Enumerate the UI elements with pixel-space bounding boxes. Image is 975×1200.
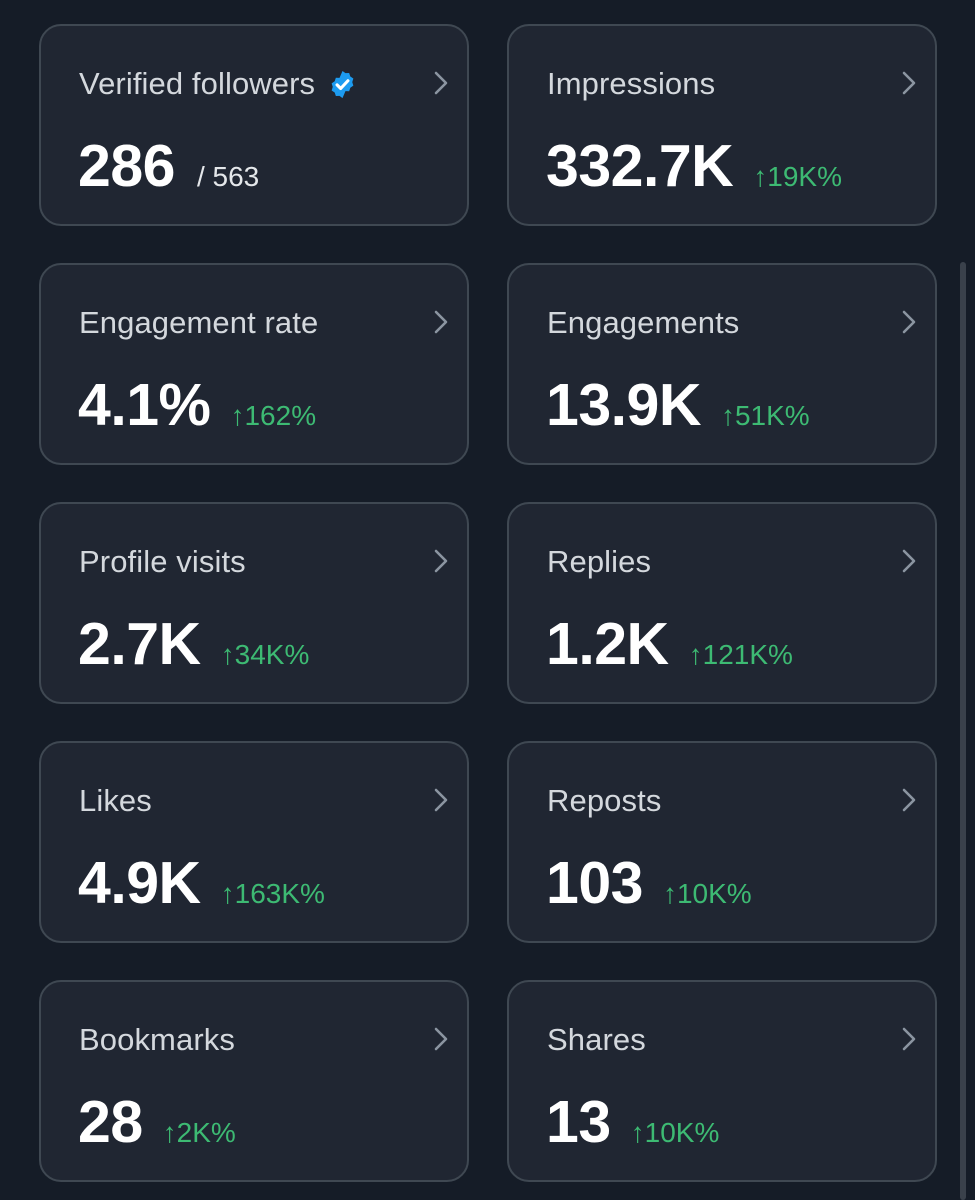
metric-title: Engagement rate	[79, 305, 319, 340]
metric-title-row: Verified followers	[79, 66, 358, 102]
metric-title: Engagements	[547, 305, 740, 340]
metric-value: 13	[546, 1089, 611, 1155]
metric-title: Reposts	[547, 783, 662, 818]
metric-card-likes[interactable]: Likes 4.9K ↑163K%	[39, 741, 469, 943]
metric-change: ↑10K%	[630, 1117, 720, 1148]
metric-value: 332.7K	[546, 133, 734, 199]
metric-value: 13.9K	[546, 372, 701, 438]
metric-card-shares[interactable]: Shares 13 ↑10K%	[507, 980, 937, 1182]
chevron-right-icon	[434, 788, 448, 812]
metric-card-profile-visits[interactable]: Profile visits 2.7K ↑34K%	[39, 502, 469, 704]
metric-value-row: 28 ↑2K%	[78, 1088, 236, 1156]
chevron-right-icon	[434, 310, 448, 334]
metric-card-replies[interactable]: Replies 1.2K ↑121K%	[507, 502, 937, 704]
metric-change: ↑34K%	[220, 639, 310, 670]
chevron-right-icon	[902, 71, 916, 95]
metric-value: 103	[546, 850, 643, 916]
metric-value-row: 13 ↑10K%	[546, 1088, 719, 1156]
metric-change: ↑2K%	[162, 1117, 236, 1148]
metric-value: 4.9K	[78, 850, 201, 916]
metric-title: Shares	[547, 1022, 646, 1057]
metric-value-row: 13.9K ↑51K%	[546, 371, 810, 439]
verified-badge-icon	[331, 70, 354, 98]
chevron-right-icon	[902, 788, 916, 812]
chevron-right-icon	[902, 1027, 916, 1051]
metric-title: Likes	[79, 783, 152, 818]
metric-title-row: Engagements	[547, 305, 739, 341]
metric-value-row: 103 ↑10K%	[546, 849, 752, 917]
metric-change: ↑162%	[230, 400, 317, 431]
metric-title: Profile visits	[79, 544, 246, 579]
metric-value-row: 1.2K ↑121K%	[546, 610, 793, 678]
metric-title-row: Engagement rate	[79, 305, 318, 341]
metric-change: ↑10K%	[662, 878, 752, 909]
metric-value-row: 4.9K ↑163K%	[78, 849, 325, 917]
metric-card-engagement-rate[interactable]: Engagement rate 4.1% ↑162%	[39, 263, 469, 465]
metric-value: 1.2K	[546, 611, 669, 677]
metric-title: Impressions	[547, 66, 716, 101]
metric-title-row: Reposts	[547, 783, 661, 819]
metric-value: 286	[78, 133, 175, 199]
metric-value-row: 4.1% ↑162%	[78, 371, 316, 439]
metric-change: ↑121K%	[688, 639, 793, 670]
metric-value: 28	[78, 1089, 143, 1155]
chevron-right-icon	[434, 549, 448, 573]
metric-value: 2.7K	[78, 611, 201, 677]
metric-card-impressions[interactable]: Impressions 332.7K ↑19K%	[507, 24, 937, 226]
metric-change: ↑51K%	[720, 400, 810, 431]
metric-card-bookmarks[interactable]: Bookmarks 28 ↑2K%	[39, 980, 469, 1182]
scrollbar[interactable]	[960, 262, 966, 1200]
metric-title-row: Shares	[547, 1022, 646, 1058]
metric-value-row: 286 / 563	[78, 132, 259, 200]
metric-title: Verified followers	[79, 66, 316, 101]
metric-value-row: 332.7K ↑19K%	[546, 132, 842, 200]
metric-card-engagements[interactable]: Engagements 13.9K ↑51K%	[507, 263, 937, 465]
chevron-right-icon	[902, 549, 916, 573]
chevron-right-icon	[434, 71, 448, 95]
metric-title-row: Replies	[547, 544, 651, 580]
chevron-right-icon	[434, 1027, 448, 1051]
metrics-grid: Verified followers 286 / 563 Impressions	[39, 24, 937, 1182]
metric-title-row: Bookmarks	[79, 1022, 235, 1058]
metric-value-row: 2.7K ↑34K%	[78, 610, 309, 678]
metric-title-row: Impressions	[547, 66, 715, 102]
metric-card-reposts[interactable]: Reposts 103 ↑10K%	[507, 741, 937, 943]
chevron-right-icon	[902, 310, 916, 334]
metric-title: Bookmarks	[79, 1022, 235, 1057]
metric-value: 4.1%	[78, 372, 211, 438]
metric-change: ↑19K%	[753, 161, 842, 192]
metric-title-row: Profile visits	[79, 544, 246, 580]
metric-total: / 563	[196, 161, 260, 192]
metric-change: ↑163K%	[220, 878, 325, 909]
metric-title-row: Likes	[79, 783, 152, 819]
metric-title: Replies	[547, 544, 652, 579]
metric-card-verified-followers[interactable]: Verified followers 286 / 563	[39, 24, 469, 226]
